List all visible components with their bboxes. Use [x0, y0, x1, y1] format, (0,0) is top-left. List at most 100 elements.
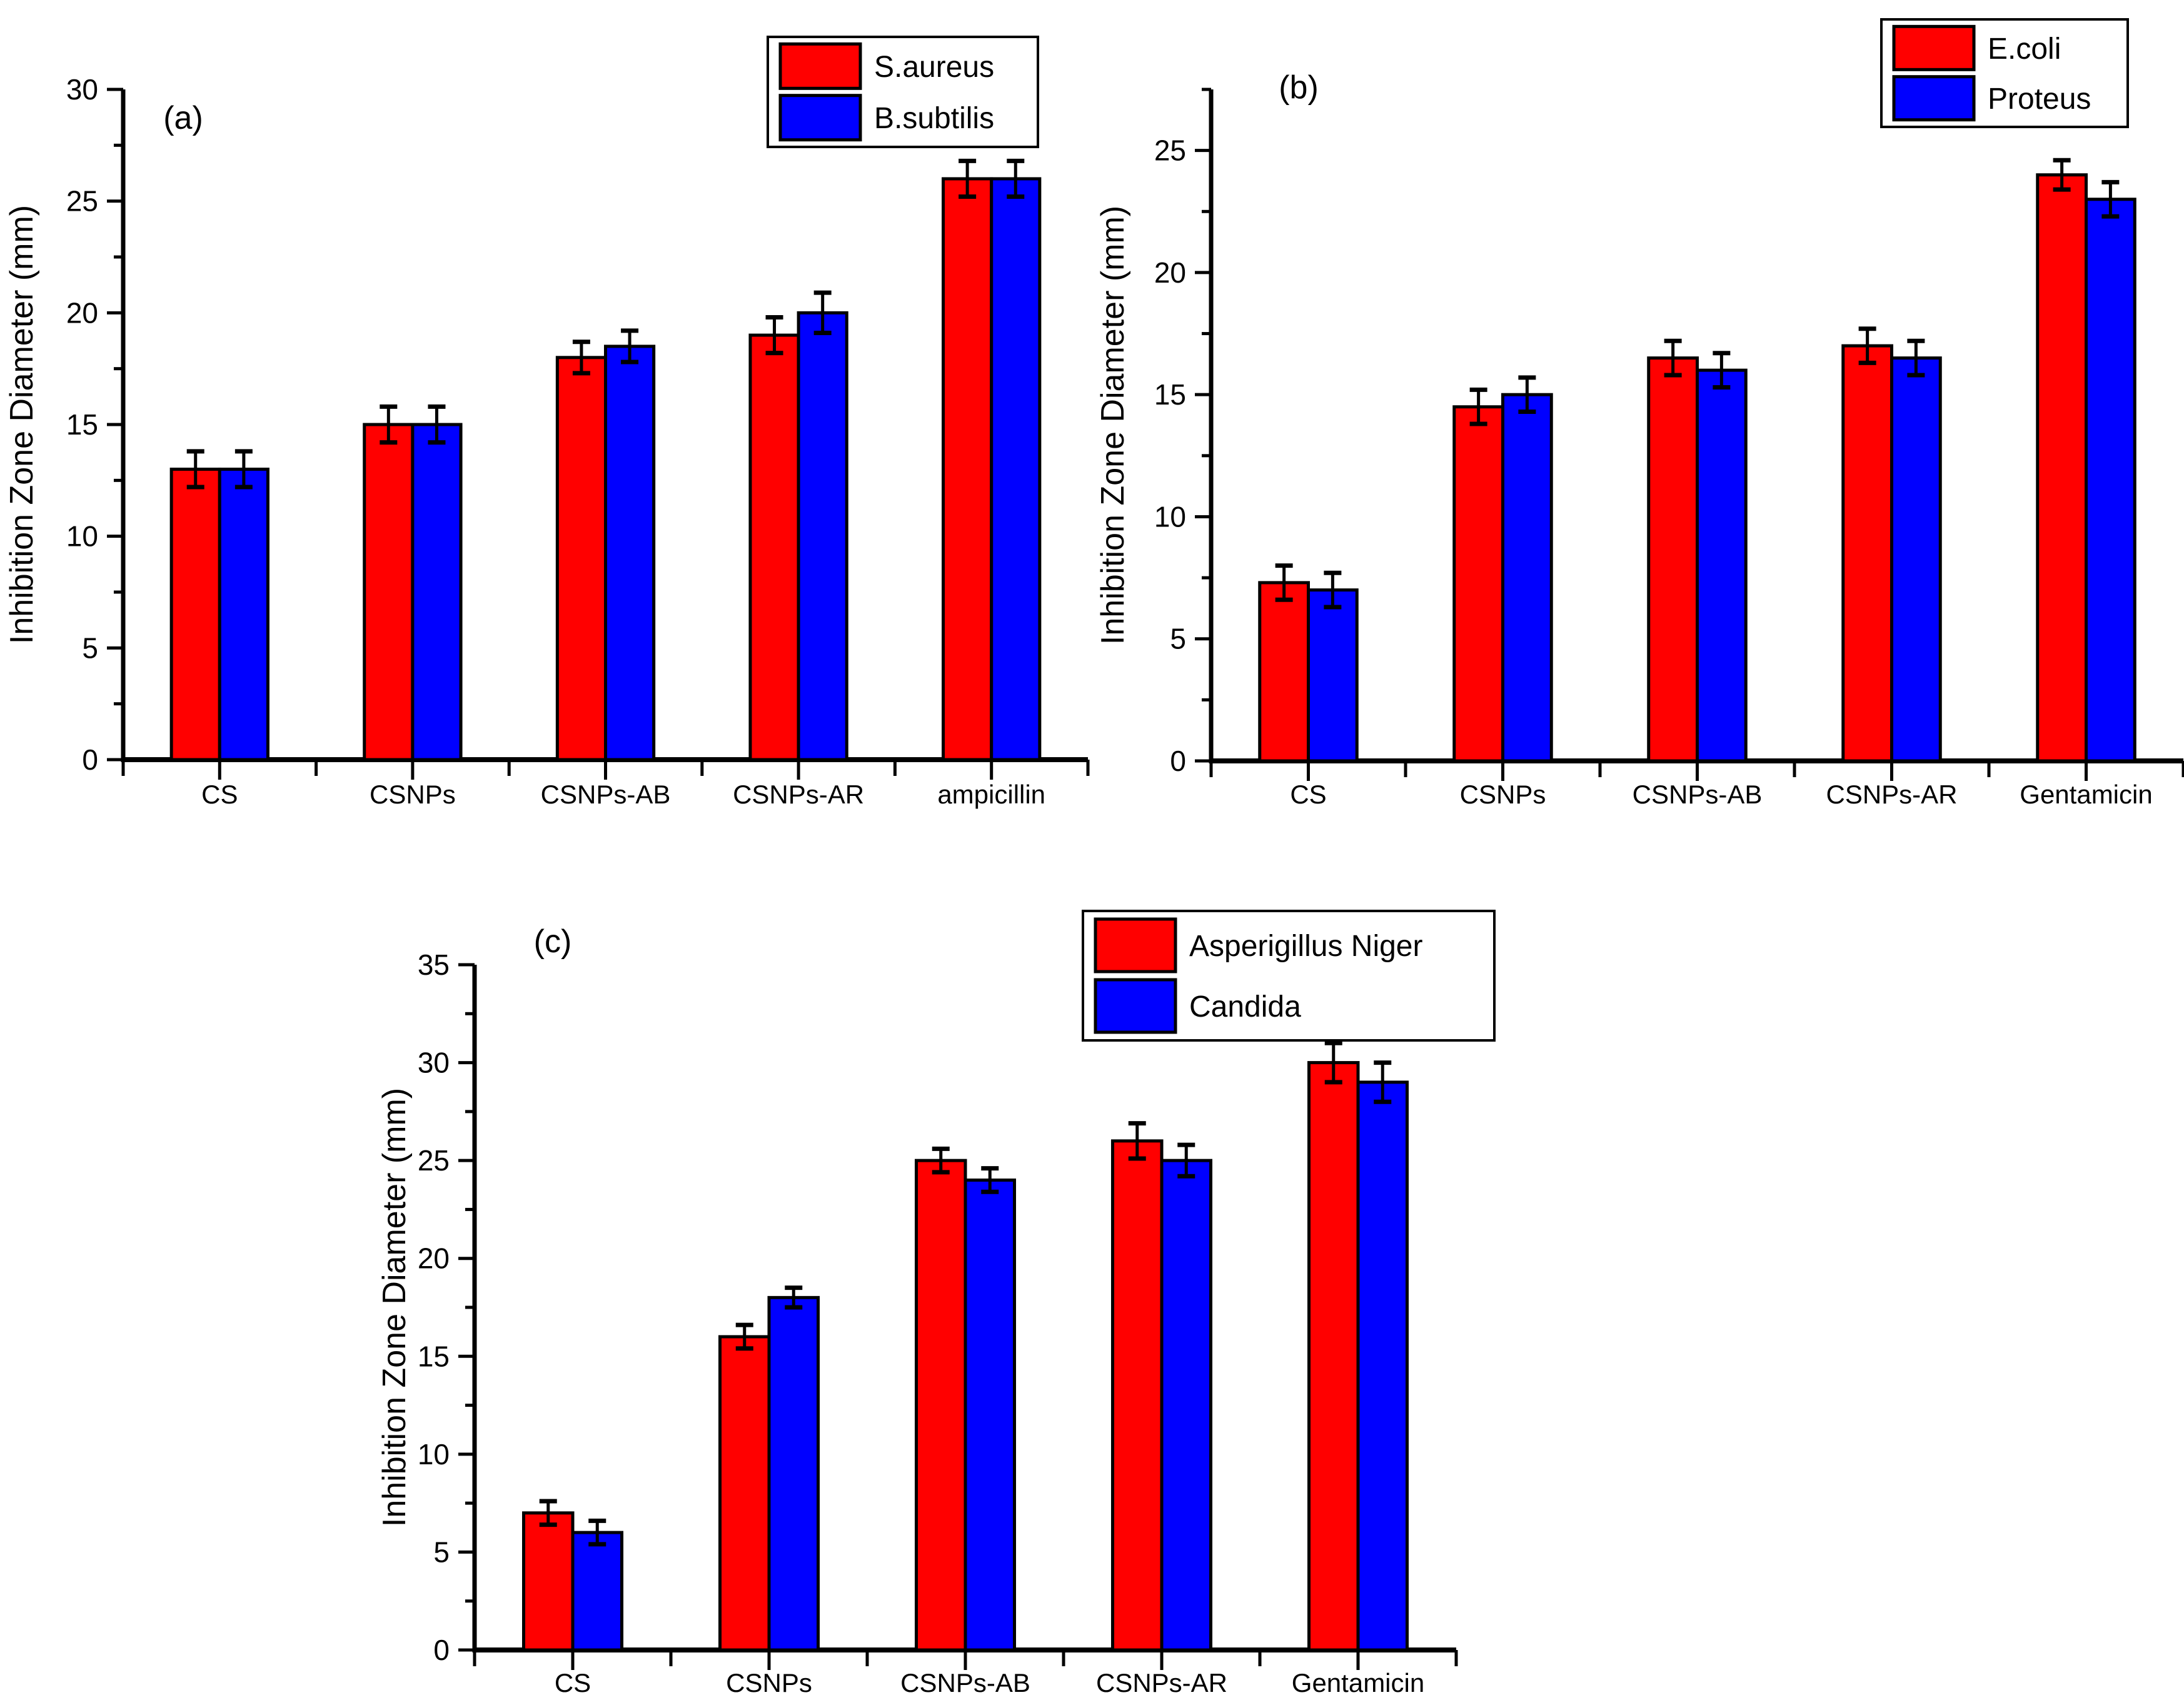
errorbar-Candida-CS: [588, 1518, 606, 1547]
y-tick-label: 15: [1154, 378, 1186, 411]
bar-S.aureus-ampicillin: [942, 177, 994, 762]
bar-Proteus-Gentamicin: [2085, 198, 2136, 763]
bar-B.subtilis-CSNPs-AR: [797, 311, 848, 762]
category-label: ampicillin: [937, 780, 1045, 809]
errorbar-Proteus-CSNPs-AR: [1907, 338, 1925, 378]
bar-Asperigillus Niger-CSNPs-AR: [1111, 1139, 1164, 1652]
errorbar-Proteus-Gentamicin: [2101, 179, 2120, 219]
legend-b: E.coli Proteus: [1880, 18, 2129, 128]
category-label: Gentamicin: [1292, 1668, 1424, 1695]
errorbar-E.coli-CS: [1275, 563, 1293, 602]
y-tick-label: 0: [82, 743, 98, 776]
bar-Proteus-CSNPs-AR: [1890, 356, 1942, 763]
y-axis-ticks: 0 5 10 15 20 25 30 35: [418, 948, 475, 1666]
y-axis-title: Inhibition Zone Diameter (mm): [376, 1088, 413, 1527]
legend-label-Asperigillus Niger: Asperigillus Niger: [1189, 930, 1422, 963]
y-axis-title: Inhibition Zone Diameter (mm): [4, 205, 40, 644]
bar-S.aureus-CSNPs-AR: [748, 333, 800, 762]
bar-Asperigillus Niger-CS: [522, 1511, 575, 1652]
category-label: CSNPs: [726, 1668, 812, 1695]
category-label: CSNPs: [1460, 780, 1546, 809]
errorbar-Candida-CSNPs-AB: [981, 1166, 999, 1194]
legend-c: Asperigillus Niger Candida: [1082, 910, 1496, 1042]
y-tick-label: 30: [66, 73, 98, 106]
bar-Proteus-CSNPs-AB: [1696, 368, 1748, 763]
y-tick-label: 5: [1170, 623, 1186, 655]
bars: [169, 177, 1042, 762]
category-label: CS: [201, 780, 238, 809]
bar-Candida-CS: [571, 1531, 623, 1652]
panel-letter: (b): [1279, 69, 1319, 106]
legend-label-Proteus: Proteus: [1988, 83, 2091, 116]
y-tick-label: 20: [1154, 256, 1186, 289]
errorbar-Asperigillus Niger-CSNPs: [735, 1322, 753, 1351]
bar-E.coli-CSNPs-AB: [1647, 356, 1699, 763]
bar-Candida-CSNPs: [767, 1295, 820, 1652]
bar-E.coli-CSNPs: [1452, 405, 1504, 763]
bar-B.subtilis-CSNPs-AB: [604, 345, 656, 762]
y-tick-label: 10: [66, 520, 98, 553]
errorbar-B.subtilis-CSNPs-AB: [621, 328, 639, 365]
errorbar-Candida-CSNPs-AR: [1177, 1142, 1195, 1179]
y-tick-label: 35: [418, 948, 450, 981]
bar-S.aureus-CSNPs: [363, 423, 415, 762]
bar-Candida-CSNPs-AB: [964, 1178, 1016, 1652]
error-bars: [1275, 158, 2120, 610]
panel-letter: (c): [534, 923, 572, 960]
y-tick-label: 20: [418, 1242, 450, 1275]
panel-b: 0 5 10 15 20 25 CS CSNPs CSNPs-AB CSNPs-AR Gentami…: [1095, 18, 2184, 809]
y-axis-title: Inhibition Zone Diameter (mm): [1095, 206, 1131, 645]
legend-swatch-E.coli: [1892, 24, 1976, 71]
errorbar-B.subtilis-CSNPs-AR: [813, 290, 832, 335]
errorbar-Proteus-CS: [1324, 570, 1342, 610]
legend-swatch-Asperigillus Niger: [1094, 917, 1177, 973]
bar-Proteus-CS: [1307, 588, 1359, 763]
bar-Candida-Gentamicin: [1356, 1080, 1409, 1652]
x-axis-ticks: CS CSNPs CSNPs-AB CSNPs-AR ampicillin: [121, 760, 1090, 809]
errorbar-E.coli-CSNPs-AB: [1664, 338, 1682, 378]
errorbar-Candida-Gentamicin: [1374, 1060, 1392, 1104]
panel-a: 0 5 10 15 20 25 30 CS CSNPs CSNPs-AB CSNPs-AR ampic…: [4, 36, 1090, 809]
bar-E.coli-CSNPs-AR: [1841, 344, 1893, 763]
bars: [1258, 173, 2136, 763]
legend-swatch-Candida: [1094, 978, 1177, 1034]
legend-swatch-S.aureus: [778, 42, 862, 90]
y-tick-label: 10: [418, 1438, 450, 1471]
errorbar-S.aureus-ampicillin: [959, 158, 977, 199]
errorbar-Proteus-CSNPs-AB: [1713, 351, 1731, 390]
errorbar-B.subtilis-CSNPs: [428, 404, 446, 445]
category-label: CSNPs: [370, 780, 456, 809]
errorbar-Asperigillus Niger-CSNPs-AR: [1128, 1121, 1146, 1161]
errorbar-E.coli-Gentamicin: [2053, 158, 2071, 192]
errorbar-Proteus-CSNPs: [1518, 375, 1536, 415]
errorbar-S.aureus-CSNPs: [380, 404, 398, 445]
y-tick-label: 0: [433, 1634, 450, 1666]
bar-S.aureus-CS: [169, 467, 221, 762]
bar-Asperigillus Niger-Gentamicin: [1307, 1061, 1360, 1652]
errorbar-E.coli-CSNPs: [1469, 387, 1487, 426]
bar-Asperigillus Niger-CSNPs: [718, 1335, 771, 1652]
bar-S.aureus-CSNPs-AB: [555, 356, 607, 762]
y-tick-label: 0: [1170, 745, 1186, 777]
bar-Candida-CSNPs-AR: [1160, 1159, 1212, 1652]
errorbar-S.aureus-CS: [186, 449, 204, 490]
x-axis-ticks: CS CSNPs CSNPs-AB CSNPs-AR Gentamicin: [1209, 761, 2184, 809]
bar-B.subtilis-CSNPs: [411, 423, 463, 762]
errorbar-E.coli-CSNPs-AR: [1858, 326, 1876, 365]
error-bars: [539, 1040, 1392, 1547]
bar-B.subtilis-CS: [218, 467, 269, 762]
error-bars: [186, 158, 1025, 490]
y-tick-label: 15: [418, 1340, 450, 1372]
y-tick-label: 10: [1154, 500, 1186, 533]
y-tick-label: 25: [66, 185, 98, 218]
category-label: CSNPs-AR: [733, 780, 864, 809]
errorbar-B.subtilis-CS: [234, 449, 253, 490]
legend-label-S.aureus: S.aureus: [874, 51, 994, 84]
errorbar-B.subtilis-ampicillin: [1007, 158, 1025, 199]
errorbar-Candida-CSNPs: [785, 1285, 803, 1310]
legend-label-Candida: Candida: [1189, 990, 1301, 1024]
legend-label-E.coli: E.coli: [1988, 33, 2061, 66]
legend-swatch-Proteus: [1892, 75, 1976, 122]
errorbar-Asperigillus Niger-Gentamicin: [1324, 1040, 1342, 1085]
y-tick-label: 25: [418, 1144, 450, 1177]
